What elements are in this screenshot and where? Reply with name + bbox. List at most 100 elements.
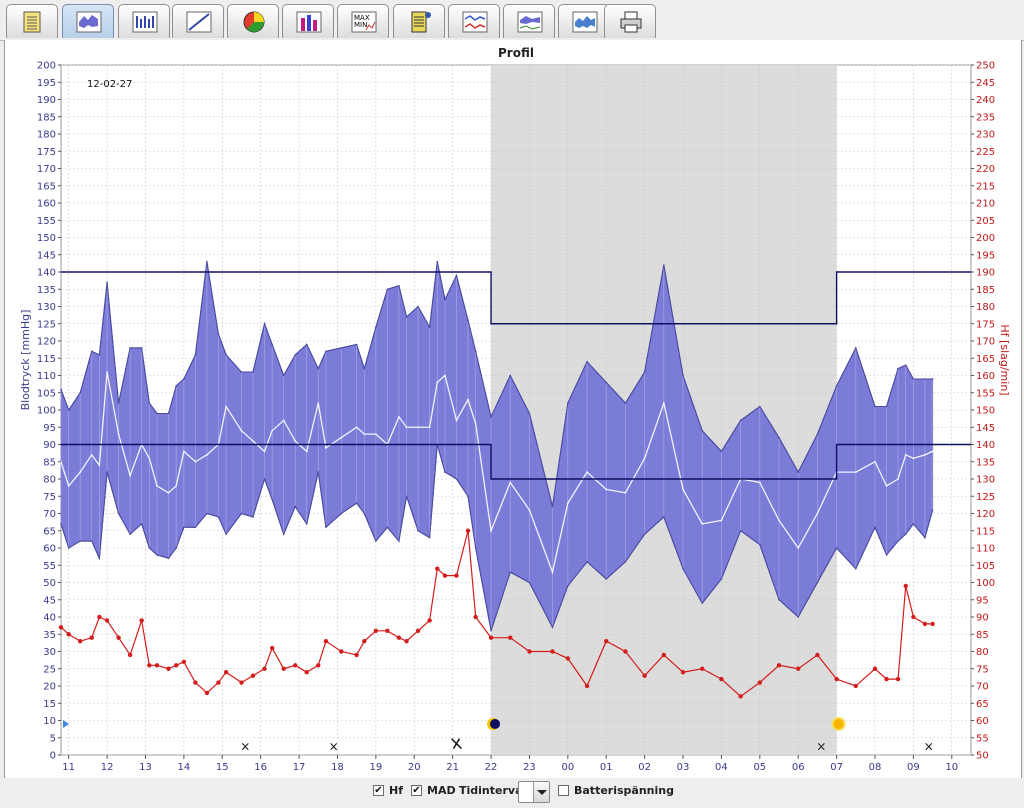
y-tick-label-right: 110 (976, 544, 995, 555)
y-tick-label-left: 200 (37, 61, 56, 72)
mad-point (206, 454, 208, 456)
systolic-point (778, 436, 780, 439)
toolbar-tab-12[interactable] (604, 4, 656, 38)
systolic-point (175, 385, 177, 387)
diastolic-point (417, 529, 419, 532)
scatter-icon (186, 11, 212, 33)
diastolic-point (106, 471, 108, 473)
hf-point (116, 635, 121, 640)
chevron-down-icon[interactable] (533, 782, 549, 802)
start-marker-icon (63, 719, 69, 728)
y-axis-label-left: Blodtryck [mmHg] (19, 310, 32, 411)
hf-point (815, 652, 820, 658)
diastolic-point (263, 478, 266, 480)
y-tick-label-left: 5 (50, 733, 56, 744)
diastolic-point (855, 567, 857, 570)
event-marker: × (816, 739, 826, 753)
toolbar-tab-3[interactable] (118, 4, 170, 38)
toolbar-tab-2[interactable] (62, 4, 114, 38)
mad-point (175, 485, 177, 487)
mad-point (567, 502, 569, 504)
diastolic-point (90, 540, 93, 542)
mad-point (586, 471, 588, 473)
hf-point (204, 690, 210, 696)
toolbar-tab-7[interactable]: MAX MIN (337, 4, 389, 38)
systolic-point (663, 264, 665, 266)
systolic-point (240, 371, 243, 373)
y-tick-label-left: 40 (43, 613, 56, 624)
hf-checkbox[interactable]: ✔ (373, 785, 384, 796)
diastolic-point (79, 540, 81, 542)
mad-point (305, 450, 308, 453)
y-tick-label-left: 120 (37, 337, 56, 348)
mad-line (60, 371, 933, 575)
diastolic-point (340, 512, 343, 515)
mad-point (797, 547, 800, 549)
y-tick-label-right: 65 (976, 699, 989, 710)
interval-label: Tidintervall (459, 784, 531, 797)
systolic-point (816, 433, 819, 435)
y-tick-label-left: 100 (37, 406, 56, 417)
systolic-point (682, 374, 684, 377)
diastolic-point (885, 554, 888, 556)
diastolic-point (60, 523, 62, 525)
y-tick-label-left: 150 (37, 233, 56, 244)
toolbar-tab-8[interactable] (393, 4, 445, 38)
toolbar-tab-9[interactable] (448, 4, 500, 38)
x-tick-label: 22 (485, 762, 498, 773)
y-tick-label-right: 95 (976, 595, 989, 606)
y-tick-label-left: 45 (43, 595, 56, 606)
y-tick-label-left: 170 (37, 164, 56, 175)
diastolic-point (225, 533, 227, 535)
y-tick-label-right: 60 (976, 716, 989, 727)
systolic-point (417, 305, 419, 308)
hf-point (642, 673, 647, 678)
systolic-point (455, 274, 458, 277)
hf-point (584, 683, 590, 689)
systolic-point (386, 288, 389, 291)
diastolic-point (405, 495, 408, 498)
interval-select[interactable] (518, 781, 550, 803)
hf-point (465, 528, 471, 533)
mad-point (271, 429, 273, 432)
y-tick-label-right: 175 (976, 319, 995, 330)
systolic-point (931, 378, 934, 380)
battery-checkbox[interactable] (558, 785, 569, 796)
systolic-point (252, 371, 254, 373)
y-tick-label-left: 165 (37, 181, 56, 192)
y-tick-label-right: 145 (976, 423, 995, 434)
y-tick-label-right: 230 (976, 130, 995, 141)
systolic-point (624, 402, 627, 404)
pie-chart-icon (243, 11, 265, 33)
y-tick-label-left: 75 (43, 492, 56, 503)
diastolic-point (605, 578, 608, 580)
diastolic-point (874, 526, 876, 529)
profile-chart-icon (76, 11, 102, 33)
hf-point (223, 670, 229, 675)
mad-point (156, 485, 158, 487)
diastolic-point (129, 533, 131, 535)
x-tick-label: 20 (408, 762, 421, 773)
systolic-point (467, 319, 469, 322)
hf-point (623, 649, 628, 654)
mad-point (444, 374, 446, 377)
toolbar-tab-6[interactable] (282, 4, 334, 38)
trend-icon (462, 11, 488, 33)
diastolic-point (778, 598, 780, 601)
toolbar-tab-1[interactable] (6, 4, 58, 38)
mad-checkbox[interactable]: ✔ (411, 785, 422, 796)
mad-point (363, 433, 366, 435)
hf-point (508, 635, 513, 640)
printer-icon (620, 11, 642, 33)
diastolic-point (759, 543, 761, 546)
toolbar-tab-4[interactable] (172, 4, 224, 38)
toolbar-tab-10[interactable] (503, 4, 555, 38)
y-tick-label-right: 125 (976, 492, 995, 503)
battery-label: Batterispänning (574, 784, 674, 797)
hf-point (604, 638, 609, 644)
y-tick-label-left: 145 (37, 250, 56, 261)
diastolic-point (528, 581, 531, 584)
diastolic-point (567, 585, 569, 587)
toolbar-tab-5[interactable] (227, 4, 279, 38)
toolbar-tab-11[interactable] (558, 4, 610, 38)
